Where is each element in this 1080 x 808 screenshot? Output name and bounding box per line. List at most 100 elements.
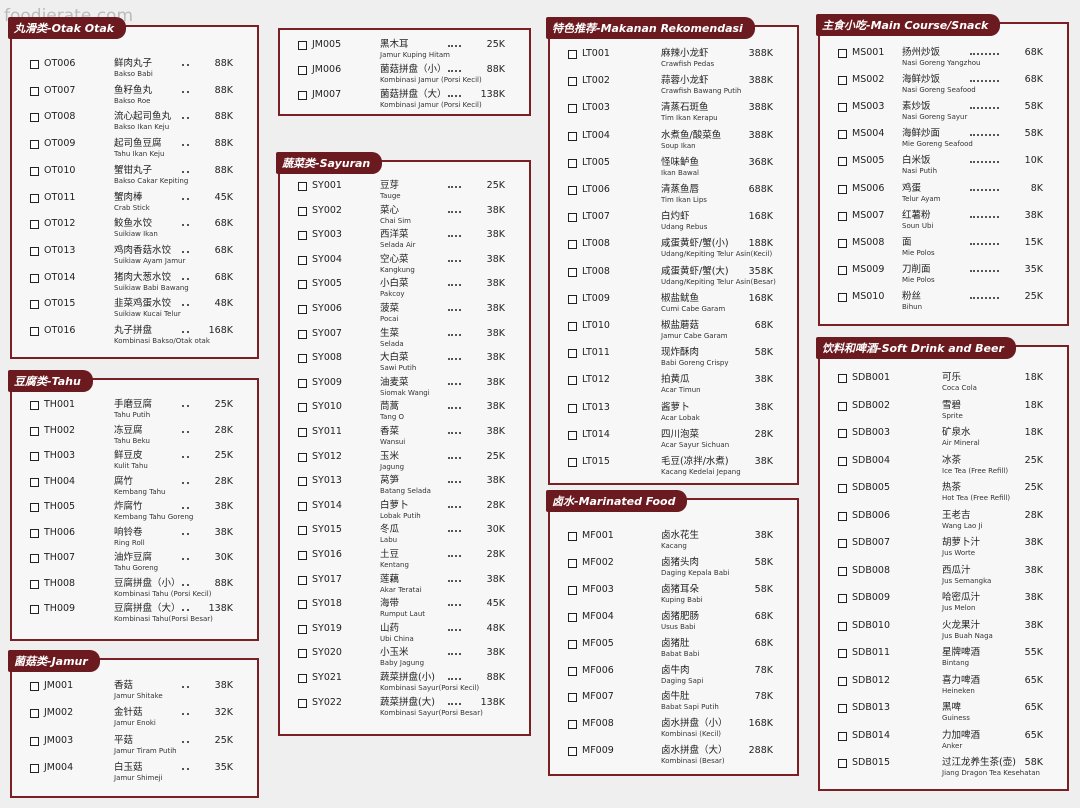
item-subtitle: Kentang [380, 561, 409, 569]
checkbox [298, 206, 307, 216]
item-subtitle: Kombinasi (Kecil) [661, 730, 722, 739]
leader-dots [448, 210, 461, 213]
item-subtitle: Pocai [380, 315, 399, 323]
item-name: 冻豆腐 [114, 424, 143, 436]
item-code: LT010 [582, 320, 610, 331]
item-subtitle: Tim Ikan Lips [661, 196, 707, 204]
item-code: LT015 [582, 456, 610, 467]
item-subtitle: Siomak Wangi [380, 388, 430, 397]
item-name: 土豆 [380, 549, 400, 560]
item-subtitle: Jus Melon [942, 604, 976, 612]
item-code: OT009 [44, 138, 76, 150]
item-code: OT013 [44, 244, 76, 256]
item-name: 拍黄瓜 [661, 374, 690, 386]
item-subtitle: Pakcoy [380, 290, 405, 299]
item-price: 38K [486, 352, 505, 364]
checkbox [568, 158, 577, 168]
checkbox [568, 639, 577, 649]
item-subtitle: Ice Tea (Free Refill) [942, 466, 1009, 475]
checkbox [568, 585, 577, 595]
item-price: 88K [214, 138, 233, 150]
item-price: 32K [214, 707, 233, 719]
item-name: 卤猪肥肠 [661, 610, 700, 622]
checkbox [30, 554, 39, 563]
checkbox [568, 558, 577, 568]
item-price: 288K [748, 745, 773, 757]
item-code: TH005 [44, 501, 76, 512]
item-name: 粉丝 [902, 290, 922, 302]
item-name: 鲜豆皮 [114, 450, 143, 461]
item-code: MF004 [582, 610, 614, 622]
item-subtitle: Heineken [942, 686, 975, 695]
checkbox [838, 731, 847, 741]
item-code: SY010 [312, 401, 342, 413]
item-name: 哈密瓜汁 [942, 592, 981, 603]
item-price: 38K [754, 456, 773, 467]
item-subtitle: Kombinasi Sayur(Porsi Kecil) [380, 684, 480, 692]
item-subtitle: Guiness [942, 714, 970, 722]
item-price: 38K [1024, 209, 1043, 221]
item-subtitle: Hot Tea (Free Refill) [942, 494, 1011, 502]
checkbox [298, 551, 307, 560]
item-subtitle: Kombinasi Tahu (Porsi Kecil) [114, 589, 212, 598]
item-price: 58K [1024, 101, 1043, 113]
item-subtitle: Suikiaw Ikan [114, 230, 158, 239]
item-subtitle: Tim Ikan Kerapu [661, 114, 718, 123]
leader-dots [182, 117, 189, 120]
leader-dots [182, 250, 189, 253]
item-code: SY008 [312, 352, 342, 364]
item-code: SDB014 [852, 729, 890, 741]
item-name: 响铃卷 [114, 526, 143, 538]
leader-dots [448, 702, 461, 705]
item-subtitle: Bakso Roe [114, 96, 151, 105]
leader-dots [182, 740, 189, 743]
checkbox [298, 280, 307, 290]
item-name: 小白菜 [380, 278, 409, 290]
item-price: 138K [480, 89, 505, 100]
item-name: 力加啤酒 [942, 729, 981, 741]
item-code: LT005 [582, 156, 610, 168]
item-subtitle: Kangkung [380, 265, 415, 274]
checkbox [30, 426, 39, 436]
checkbox [298, 501, 307, 511]
section-title: 主食小吃-Main Course/Snack [816, 14, 1001, 36]
item-name: 毛豆(凉拌/水煮) [661, 456, 729, 467]
checkbox [298, 378, 307, 388]
item-code: SY011 [312, 426, 342, 437]
item-price: 168K [208, 325, 233, 336]
item-name: 矿泉水 [942, 427, 971, 438]
leader-dots [182, 64, 189, 66]
item-name: 咸蛋黄虾/蟹(小) [661, 238, 729, 250]
item-subtitle: Mie Goreng Seafood [902, 140, 973, 149]
checkbox [30, 273, 39, 283]
item-code: LT004 [582, 129, 610, 141]
item-price: 25K [1024, 454, 1043, 466]
item-code: JM004 [44, 761, 74, 773]
checkbox [568, 693, 577, 703]
item-subtitle: Acar Lobak [661, 413, 700, 422]
leader-dots [182, 331, 189, 333]
item-name: 白萝卜 [380, 499, 409, 511]
item-subtitle: Sprite [942, 411, 963, 420]
item-subtitle: Rumput Laut [380, 610, 426, 619]
item-code: TH008 [44, 577, 76, 589]
leader-dots [182, 456, 189, 458]
item-subtitle: Jamur Shimeji [114, 773, 163, 782]
leader-dots [448, 604, 461, 607]
leader-dots [448, 579, 461, 582]
item-name: 生菜 [380, 327, 400, 339]
item-code: SDB012 [852, 674, 890, 686]
checkbox [838, 103, 847, 113]
item-name: 茼蒿 [380, 401, 400, 413]
item-price: 38K [486, 426, 505, 437]
item-price: 78K [754, 691, 773, 703]
checkbox [568, 666, 577, 676]
item-code: TH003 [44, 450, 76, 461]
item-subtitle: Acar Sayur Sichuan [661, 440, 730, 449]
item-price: 35K [1024, 263, 1043, 275]
item-code: TH002 [44, 424, 76, 436]
item-code: MF005 [582, 637, 614, 649]
item-code: JM007 [312, 89, 342, 100]
menu-section [818, 345, 1069, 791]
item-name: 起司鱼豆腐 [114, 138, 162, 150]
